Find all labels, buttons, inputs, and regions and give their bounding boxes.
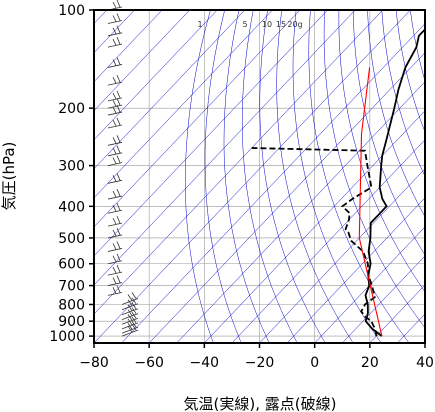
wind-barb	[107, 0, 123, 11]
y-tick-label: 600	[58, 257, 85, 273]
wind-barb	[107, 104, 123, 116]
isotherm-line	[94, 10, 356, 286]
y-tick-label: 500	[58, 231, 85, 247]
dry-adiabat-line	[367, 10, 425, 218]
isotherm-line	[94, 10, 273, 199]
wind-barb	[107, 145, 123, 157]
mixing-ratio-label: 20g	[287, 20, 302, 29]
wind-barb	[107, 264, 123, 276]
sounding-series	[251, 28, 425, 337]
x-axis-label: 気温(実線), 露点(破線)	[184, 395, 337, 412]
dry-adiabat-line	[223, 10, 270, 343]
wind-barb	[107, 90, 123, 102]
y-tick-label: 1000	[49, 329, 85, 345]
mixing-ratio-label: 10	[262, 20, 272, 29]
series-line-0	[364, 28, 425, 337]
dry-adiabat-line	[241, 10, 298, 343]
isotherm-line	[148, 52, 425, 343]
x-tick-label: −20	[245, 355, 275, 371]
wind-barb	[107, 117, 123, 129]
isotherm-line	[259, 168, 425, 343]
dry-adiabat-line	[424, 10, 425, 14]
wind-barb	[107, 135, 123, 146]
wind-barb	[107, 215, 123, 227]
dry-adiabat-line	[323, 10, 425, 329]
wind-barb	[107, 173, 123, 184]
series-line-2	[358, 67, 383, 337]
wind-barb	[121, 297, 139, 311]
wind-barb	[107, 275, 123, 286]
dry-adiabat-line	[276, 10, 354, 343]
isotherm-line	[314, 226, 425, 343]
mixing-ratio-label: 1	[197, 20, 202, 29]
dry-adiabat-lines	[185, 10, 425, 343]
isotherm-line	[94, 10, 218, 141]
mixing-ratio-labels: 1 5 10 15 20g	[197, 20, 302, 29]
series-line-1	[251, 147, 378, 337]
x-tick-label: −80	[79, 355, 109, 371]
isotherm-line	[94, 10, 163, 83]
isotherm-line	[231, 139, 425, 343]
wind-barb	[121, 292, 139, 305]
isotherm-line	[369, 284, 425, 343]
dry-adiabat-line	[381, 10, 425, 177]
y-tick-label: 300	[58, 159, 85, 175]
isotherm-line	[342, 255, 425, 343]
isotherm-line	[94, 10, 328, 257]
y-tick-label: 700	[58, 279, 85, 295]
isotherm-line	[121, 23, 425, 343]
wind-barb	[107, 203, 123, 214]
wind-barb	[107, 285, 123, 296]
y-tick-label: 100	[58, 3, 85, 19]
x-tick-label: −40	[190, 355, 220, 371]
dry-adiabat-line	[204, 10, 242, 343]
dry-adiabat-line	[259, 10, 326, 343]
isotherm-line	[204, 110, 425, 343]
isotherm-line	[94, 10, 411, 343]
isotherm-line	[424, 342, 425, 343]
x-axis-ticks: −80 −60 −40 −20 0 20 40	[79, 343, 434, 371]
wind-barb	[121, 302, 139, 316]
dry-adiabat-line	[352, 10, 425, 256]
wind-barb	[107, 57, 123, 68]
wind-barb	[107, 155, 123, 166]
isotherm-line	[176, 81, 425, 343]
wind-barb	[107, 188, 123, 200]
wind-barb	[107, 98, 123, 109]
mixing-ratio-label: 5	[242, 20, 247, 29]
dry-adiabat-line	[308, 10, 410, 343]
x-tick-label: 40	[416, 355, 434, 371]
wind-barb	[107, 25, 123, 37]
isotherm-line	[94, 10, 383, 315]
isotherm-line	[94, 10, 301, 228]
wind-barb	[107, 13, 123, 24]
x-tick-label: 20	[361, 355, 379, 371]
wind-barbs	[107, 0, 139, 337]
isotherm-line	[286, 197, 425, 343]
isotherm-line	[94, 10, 246, 170]
x-tick-label: −60	[134, 355, 164, 371]
y-tick-label: 400	[58, 199, 85, 215]
wind-barb	[121, 321, 139, 334]
isotherm-line	[94, 10, 190, 112]
dry-adiabat-line	[185, 10, 214, 343]
y-tick-label: 900	[58, 314, 85, 330]
wind-barb	[107, 36, 123, 48]
mixing-ratio-label: 15	[276, 20, 286, 29]
wind-barb	[107, 227, 123, 239]
wind-barb	[121, 323, 139, 337]
y-tick-label: 200	[58, 101, 85, 117]
wind-barb	[107, 253, 123, 265]
y-axis-label: 気圧(hPa)	[0, 142, 18, 211]
isotherm-lines	[94, 10, 425, 343]
dry-adiabat-line	[338, 10, 425, 293]
wind-barb	[107, 241, 123, 252]
x-tick-label: 0	[310, 355, 319, 371]
wind-barb	[107, 74, 123, 86]
y-tick-label: 800	[58, 297, 85, 313]
